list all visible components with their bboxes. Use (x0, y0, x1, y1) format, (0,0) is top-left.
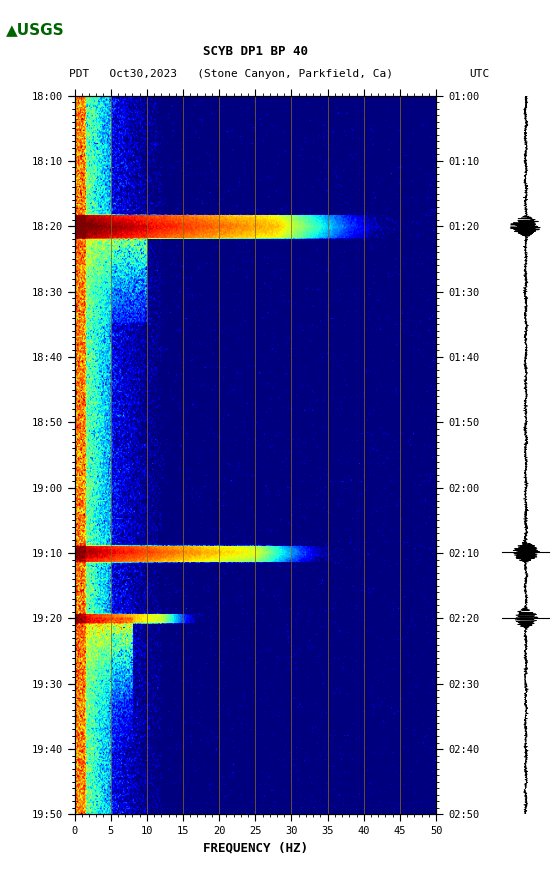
Text: SCYB DP1 BP 40: SCYB DP1 BP 40 (203, 45, 308, 58)
Text: PDT   Oct30,2023   (Stone Canyon, Parkfield, Ca): PDT Oct30,2023 (Stone Canyon, Parkfield,… (69, 70, 393, 79)
Text: UTC: UTC (469, 70, 490, 79)
Text: ▲USGS: ▲USGS (6, 22, 64, 38)
X-axis label: FREQUENCY (HZ): FREQUENCY (HZ) (203, 842, 308, 855)
